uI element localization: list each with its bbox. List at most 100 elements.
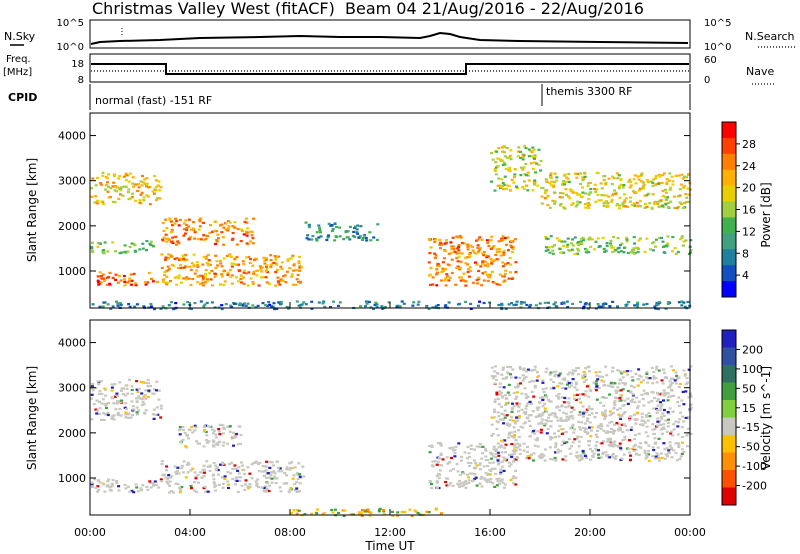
scatter-cell: [610, 183, 614, 186]
scatter-cell: [220, 308, 224, 311]
y-tick-label: 4000: [58, 337, 86, 350]
scatter-cell: [477, 250, 481, 253]
scatter-cell: [210, 230, 214, 233]
scatter-cell: [285, 474, 289, 477]
scatter-cell: [555, 176, 559, 179]
scatter-cell: [486, 464, 490, 468]
scatter-cell: [676, 250, 680, 254]
scatter-cell: [561, 428, 565, 431]
scatter-cell: [152, 484, 156, 487]
scatter-cell: [369, 511, 373, 514]
scatter-cell: [205, 301, 209, 304]
scatter-cell: [498, 390, 502, 393]
scatter-cell: [279, 303, 282, 306]
scatter-cell: [114, 395, 117, 398]
scatter-cell: [329, 306, 332, 309]
scatter-cell: [539, 431, 543, 434]
scatter-cell: [661, 432, 664, 435]
scatter-cell: [275, 307, 279, 310]
scatter-cell: [489, 273, 492, 276]
scatter-cell: [513, 448, 517, 451]
scatter-cell: [173, 465, 177, 468]
scatter-cell: [246, 485, 250, 488]
scatter-cell: [547, 416, 551, 419]
scatter-cell: [180, 467, 184, 470]
scatter-cell: [466, 245, 470, 248]
scatter-cell: [660, 181, 664, 185]
scatter-cell: [489, 257, 493, 260]
scatter-cell: [182, 228, 186, 231]
scatter-cell: [156, 197, 160, 200]
scatter-cell: [600, 424, 604, 427]
scatter-cell: [558, 192, 562, 195]
scatter-cell: [251, 304, 255, 307]
scatter-cell: [149, 240, 153, 243]
scatter-cell: [539, 428, 543, 431]
scatter-cell: [640, 393, 644, 396]
scatter-cell: [459, 260, 463, 263]
scatter-cell: [607, 444, 611, 447]
scatter-cell: [636, 405, 640, 408]
scatter-cell: [642, 187, 645, 190]
scatter-cell: [660, 379, 664, 382]
scatter-cell: [173, 257, 177, 261]
scatter-cell: [514, 439, 518, 442]
scatter-cell: [642, 184, 646, 187]
scatter-cell: [341, 509, 345, 512]
scatter-cell: [500, 460, 504, 463]
scatter-cell: [221, 424, 225, 427]
scatter-cell: [160, 460, 164, 463]
scatter-cell: [577, 366, 581, 370]
scatter-cell: [512, 303, 516, 307]
scatter-cell: [206, 263, 210, 266]
scatter-cell: [292, 269, 296, 272]
scatter-cell: [90, 481, 94, 484]
scatter-cell: [596, 193, 600, 196]
scatter-cell: [609, 239, 613, 242]
scatter-cell: [437, 476, 441, 480]
scatter-cell: [201, 263, 205, 266]
scatter-cell: [542, 391, 546, 394]
scatter-cell: [447, 252, 451, 255]
scatter-cell: [265, 265, 268, 268]
scatter-cell: [237, 472, 241, 475]
scatter-cell: [576, 200, 580, 203]
scatter-cell: [106, 411, 110, 414]
scatter-cell: [668, 188, 672, 191]
scatter-cell: [613, 457, 617, 460]
scatter-cell: [525, 404, 529, 407]
scatter-cell: [111, 200, 115, 203]
scatter-cell: [636, 250, 640, 254]
scatter-cell: [647, 401, 651, 404]
scatter-cell: [519, 302, 523, 305]
scatter-cell: [449, 251, 453, 254]
scatter-cell: [327, 234, 331, 237]
scatter-cell: [126, 416, 130, 419]
scatter-cell: [119, 414, 123, 417]
scatter-cell: [274, 481, 278, 485]
scatter-cell: [159, 186, 163, 189]
scatter-cell: [522, 422, 526, 425]
scatter-cell: [212, 441, 216, 444]
scatter-cell: [142, 395, 146, 398]
scatter-cell: [537, 455, 541, 458]
scatter-cell: [508, 423, 512, 426]
scatter-cell: [198, 220, 202, 223]
scatter-cell: [198, 274, 202, 277]
scatter-cell: [641, 185, 645, 188]
scatter-cell: [546, 427, 550, 430]
scatter-cell: [610, 246, 614, 249]
scatter-cell: [243, 220, 247, 223]
scatter-cell: [410, 514, 414, 518]
scatter-cell: [359, 305, 363, 308]
scatter-cell: [199, 283, 202, 286]
scatter-cell: [553, 244, 556, 247]
scatter-cell: [632, 202, 636, 205]
scatter-cell: [193, 481, 197, 484]
scatter-cell: [106, 190, 110, 193]
scatter-cell: [679, 411, 683, 414]
scatter-cell: [269, 471, 273, 474]
scatter-cell: [661, 206, 665, 209]
scatter-cell: [654, 377, 658, 380]
scatter-cell: [151, 190, 155, 193]
